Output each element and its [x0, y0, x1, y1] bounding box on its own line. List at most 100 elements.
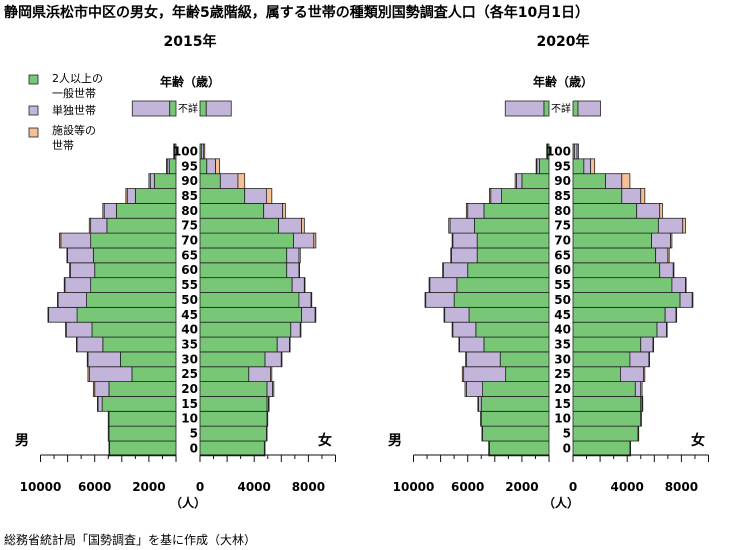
- bar-female-general-40-44: [572, 321, 658, 338]
- panel-title: 2015年: [164, 33, 217, 50]
- bar-male-facility-80-84: [102, 202, 105, 219]
- age-tick-label: 35: [181, 337, 198, 351]
- bar-male-facility-85-89: [125, 188, 128, 204]
- bar-female-general-10-14: [199, 410, 268, 427]
- bar-female-general-85-89: [572, 188, 623, 204]
- legend-label-general-1: 2人以上の: [52, 72, 103, 85]
- bar-male-facility-30-34: [86, 351, 89, 368]
- bar-male-single-10-14: [107, 410, 110, 427]
- age-tick-label: 90: [554, 174, 571, 188]
- bar-male-single-55-59: [429, 277, 458, 293]
- bar-female-single-75-79: [657, 217, 684, 234]
- unknown-label: 不詳: [178, 102, 198, 115]
- age-tick-label: 75: [554, 219, 571, 233]
- bar-female-facility-65-69: [298, 247, 301, 264]
- bar-male-single-95-99: [536, 158, 540, 175]
- age-tick-label: 60: [181, 263, 198, 277]
- bar-female-facility-55-59: [685, 277, 687, 293]
- bar-male-facility-75-79: [88, 217, 92, 234]
- bar-female-general-60-64: [199, 262, 288, 279]
- age-axis-label: 年齢（歳）: [533, 74, 593, 89]
- bar-male-single-85-89: [490, 188, 502, 204]
- bar-male-single-45-49: [444, 306, 470, 323]
- bar-female-general-25-29: [199, 366, 250, 383]
- bar-female-single-20-24: [634, 381, 642, 397]
- bar-female-single-65-69: [655, 247, 669, 264]
- bar-female-single-100+: [573, 143, 578, 160]
- bar-male-general-95-99: [539, 158, 550, 175]
- legend-swatch-facility: [28, 127, 39, 138]
- bar-female-general-15-19: [572, 396, 642, 412]
- female-x-tick-label: 4000: [237, 480, 270, 494]
- bar-female-single-50-54: [679, 292, 693, 308]
- female-x-tick-label: 8000: [665, 480, 698, 494]
- bar-male-single-40-44: [452, 321, 477, 338]
- bar-female-single-0-4: [629, 440, 631, 457]
- age-tick-label: 10: [554, 412, 571, 426]
- age-tick-label: 65: [554, 248, 571, 262]
- age-tick-label: 50: [554, 293, 571, 307]
- bar-male-general-45-49: [468, 306, 550, 323]
- bar-female-single-90-94: [219, 173, 239, 189]
- bar-male-general-95-99: [168, 158, 177, 175]
- female-label: 女: [318, 432, 332, 449]
- bar-male-facility-35-39: [76, 336, 78, 353]
- bar-male-facility-50-54: [424, 292, 427, 308]
- bar-female-facility-85-89: [265, 188, 273, 204]
- bar-female-facility-50-54: [310, 292, 313, 308]
- bar-female-facility-80-84: [659, 202, 663, 219]
- bar-male-single-25-29: [463, 366, 507, 383]
- bar-female-single-45-49: [301, 306, 316, 323]
- age-tick-label: 5: [190, 427, 198, 441]
- bar-male-single-5-9: [481, 425, 484, 442]
- female-x-tick-label: 0: [569, 480, 577, 494]
- bar-male-general-75-79: [106, 217, 177, 234]
- bar-female-facility-50-54: [691, 292, 694, 308]
- bar-male-facility-25-29: [87, 366, 90, 383]
- bar-male-facility-70-74: [451, 232, 454, 249]
- legend-label-general-2: 一般世帯: [52, 87, 96, 100]
- bar-male-general-85-89: [134, 188, 177, 204]
- unknown-male-single-bar: [504, 100, 545, 117]
- bar-female-general-30-34: [199, 351, 266, 368]
- age-tick-label: 15: [554, 397, 571, 411]
- bar-male-single-10-14: [480, 410, 482, 427]
- age-axis-label: 年齢（歳）: [160, 74, 220, 89]
- bar-female-facility-45-49: [314, 306, 317, 323]
- bar-female-general-30-34: [572, 351, 631, 368]
- bar-female-facility-60-64: [672, 262, 675, 279]
- bar-male-general-5-9: [108, 425, 177, 442]
- bar-female-single-75-79: [278, 217, 303, 234]
- bar-female-general-80-84: [199, 202, 265, 219]
- bar-male-facility-95-99: [535, 158, 538, 175]
- bar-female-single-45-49: [664, 306, 677, 323]
- bar-female-single-5-9: [265, 425, 268, 442]
- bar-female-general-45-49: [199, 306, 303, 323]
- bar-male-facility-15-19: [477, 396, 479, 412]
- bar-female-facility-60-64: [298, 262, 300, 279]
- pyramid-2015: 2015年年齢（歳）不詳0510152025303540455055606570…: [15, 33, 336, 510]
- bar-male-general-40-44: [475, 321, 550, 338]
- bar-male-single-65-69: [451, 247, 478, 264]
- bar-male-single-70-74: [452, 232, 478, 249]
- legend: 2人以上の 一般世帯 単独世帯 施設等の 世帯: [28, 72, 103, 152]
- bar-male-general-65-69: [476, 247, 550, 264]
- unknown-female-general-bar: [572, 100, 579, 117]
- bar-female-facility-35-39: [289, 336, 291, 353]
- bar-male-facility-95-99: [166, 158, 168, 175]
- bar-female-facility-80-84: [282, 202, 286, 219]
- age-tick-label: 65: [181, 248, 198, 262]
- bar-female-single-5-9: [637, 425, 640, 442]
- male-x-tick-label: 6000: [451, 480, 484, 494]
- bar-female-facility-35-39: [652, 336, 655, 353]
- age-tick-label: 35: [554, 337, 571, 351]
- bar-female-facility-90-94: [237, 173, 246, 189]
- bar-female-single-10-14: [266, 410, 269, 427]
- unknown-male-general-bar: [169, 100, 177, 117]
- bar-female-facility-45-49: [675, 306, 678, 323]
- bar-female-facility-30-34: [648, 351, 650, 368]
- bar-male-facility-45-49: [47, 306, 50, 323]
- bar-female-single-90-94: [605, 173, 623, 189]
- bar-male-single-85-89: [126, 188, 136, 204]
- bar-female-general-50-54: [572, 292, 681, 308]
